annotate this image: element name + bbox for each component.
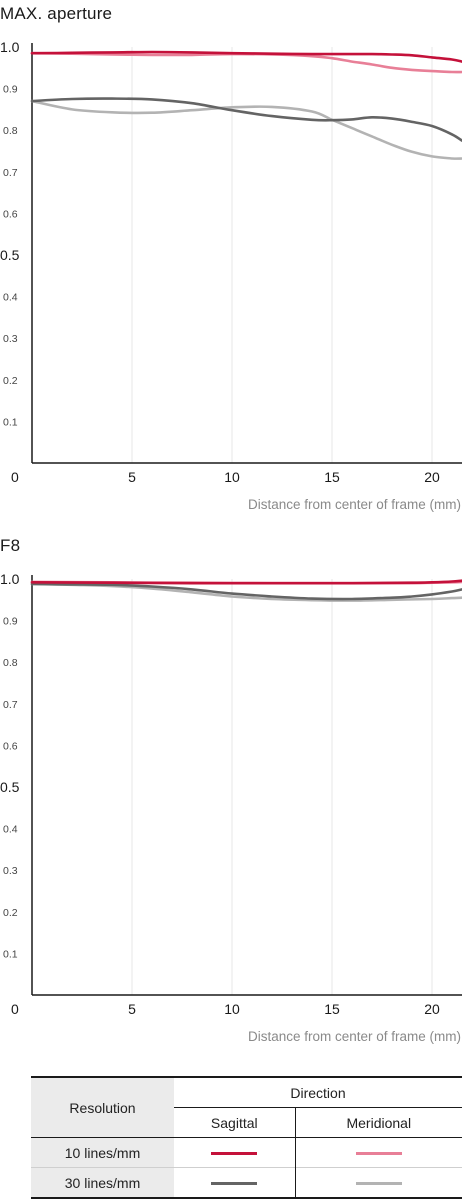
legend-row-label: 30 lines/mm [31,1167,174,1199]
y-tick-label: 0.2 [3,375,18,387]
x-axis-label: Distance from center of frame (mm) [248,497,461,512]
chart-title: F8 [0,536,21,555]
series-line [30,99,462,160]
y-tick-label: 0.6 [3,740,18,752]
y-tick-label: 1.0 [0,39,20,55]
y-tick-label: 0.1 [3,948,18,960]
sagittal-header: Sagittal [174,1107,296,1138]
y-tick-label: 0.7 [3,167,18,179]
legend-swatch-meridional [355,1182,402,1186]
y-tick-label: 0.7 [3,699,18,711]
x-axis-label: Distance from center of frame (mm) [248,1029,461,1044]
chart-panel-max-aperture: MAX. aperture 1.0 0.5 0.9 0.8 0.7 0.6 0.4 0.3 0.… [0,0,462,520]
mtf-chart: 1.0 0.5 0.9 0.8 0.7 0.6 0.4 0.3 0.2 0.1 0 5 10 15 20 Di… [0,39,462,512]
y-tick-label: 0.9 [3,84,18,96]
legend-swatch-sagittal [211,1152,258,1156]
x-tick-label: 10 [224,469,240,485]
mtf-chart: 1.0 0.5 0.9 0.8 0.7 0.6 0.4 0.3 0.2 0.1 0 5 10 15 20 Di… [0,571,462,1044]
chart-title: MAX. aperture [0,4,113,23]
x-tick-label: 10 [224,1001,240,1017]
meridional-header: Meridional [346,1114,412,1131]
chart-panel-f8: F8 1.0 0.5 0.9 0.8 0.7 0.6 0.4 0.3 0.2 0.1 0 5 10 15 2… [0,532,462,1052]
y-tick-label: 0.9 [3,616,18,628]
y-tick-label: 0.5 [0,247,20,263]
x-tick-label: 0 [11,469,19,485]
y-tick-label: 0.3 [3,333,18,345]
y-tick-label: 0.4 [3,292,18,304]
x-tick-label: 20 [424,1001,440,1017]
series-line [30,97,462,142]
legend-table: Resolution Direction Sagittal Meridional… [31,1076,462,1199]
series-line [30,51,462,74]
x-tick-label: 15 [324,1001,340,1017]
y-tick-label: 0.6 [3,208,18,220]
x-tick-label: 5 [128,1001,136,1017]
direction-header: Direction [174,1076,462,1108]
y-tick-label: 0.8 [3,125,18,137]
y-tick-label: 1.0 [0,571,20,587]
series-line [30,582,462,601]
legend-swatch-sagittal [211,1182,258,1186]
y-tick-label: 0.1 [3,416,18,428]
x-tick-label: 20 [424,469,440,485]
resolution-header: Resolution [31,1076,174,1138]
legend-swatch-meridional [355,1152,402,1156]
x-tick-label: 0 [11,1001,19,1017]
series-line [30,50,462,63]
y-tick-label: 0.5 [0,779,20,795]
x-tick-label: 5 [128,469,136,485]
y-tick-label: 0.3 [3,865,18,877]
x-tick-label: 15 [324,469,340,485]
series-line [30,579,462,585]
y-tick-label: 0.8 [3,657,18,669]
y-tick-label: 0.4 [3,824,18,836]
y-tick-label: 0.2 [3,907,18,919]
legend-row-label: 10 lines/mm [31,1137,174,1168]
